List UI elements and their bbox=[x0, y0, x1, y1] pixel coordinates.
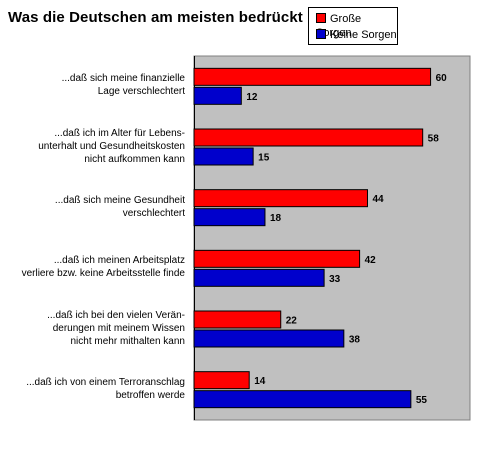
data-label-keine-sorgen-4: 33 bbox=[329, 274, 341, 285]
category-label-line: Lage verschlechtert bbox=[97, 86, 185, 98]
category-label-line: verliere bzw. keine Arbeitsstelle finde bbox=[21, 268, 185, 280]
legend-label-keine-sorgen: Keine Sorgen bbox=[330, 29, 397, 41]
data-label-grosse-sorgen-4: 42 bbox=[365, 255, 377, 266]
plot-area bbox=[193, 55, 471, 421]
data-label-grosse-sorgen-6: 14 bbox=[254, 376, 266, 387]
category-label-line: verschlechtert bbox=[122, 207, 185, 219]
bar-keine-sorgen-6 bbox=[193, 390, 412, 409]
category-label-line: unterhalt und Gesundheitskosten bbox=[38, 140, 185, 152]
category-label-4: ...daß ich meinen Arbeitsplatz verliere b… bbox=[2, 254, 185, 280]
category-label-6: ...daß ich von einem Terroranschlag betro… bbox=[2, 376, 185, 402]
bar-keine-sorgen-5 bbox=[193, 329, 345, 348]
bar-keine-sorgen-1 bbox=[193, 86, 242, 105]
category-label-1: ...daß sich meine finanzielle Lage versch… bbox=[2, 72, 185, 98]
data-label-keine-sorgen-6: 55 bbox=[416, 395, 428, 406]
bar-keine-sorgen-4 bbox=[193, 268, 325, 287]
bar-keine-sorgen-3 bbox=[193, 208, 266, 227]
category-label-line: nicht aufkommen kann bbox=[84, 153, 185, 165]
data-label-grosse-sorgen-3: 44 bbox=[372, 194, 384, 205]
category-label-3: ...daß sich meine Gesundheit verschlechte… bbox=[2, 194, 185, 220]
legend-swatch-keine-sorgen bbox=[316, 29, 326, 40]
bar-keine-sorgen-2 bbox=[193, 147, 254, 166]
category-label-line: ...daß ich im Alter für Lebens- bbox=[54, 127, 185, 139]
data-label-grosse-sorgen-1: 60 bbox=[436, 73, 448, 84]
data-label-keine-sorgen-2: 15 bbox=[258, 153, 270, 164]
category-label-line: betroffen werde bbox=[115, 389, 185, 401]
category-label-line: ...daß ich meinen Arbeitsplatz bbox=[53, 255, 185, 267]
category-label-5: ...daß ich bei den vielen Verän-derungen… bbox=[2, 309, 185, 348]
data-label-keine-sorgen-5: 38 bbox=[349, 335, 361, 346]
bar-grosse-sorgen-3 bbox=[193, 189, 368, 208]
legend-swatch-grosse-sorgen bbox=[316, 13, 326, 24]
bar-grosse-sorgen-2 bbox=[193, 128, 424, 147]
bar-grosse-sorgen-5 bbox=[193, 310, 282, 329]
bar-grosse-sorgen-1 bbox=[193, 67, 432, 86]
category-label-line: ...daß sich meine finanzielle bbox=[61, 73, 185, 85]
legend: Große Sorgen Keine Sorgen bbox=[308, 7, 398, 45]
data-label-grosse-sorgen-2: 58 bbox=[428, 134, 440, 145]
category-label-line: ...daß ich bei den vielen Verän- bbox=[47, 309, 185, 321]
bar-grosse-sorgen-6 bbox=[193, 371, 250, 390]
category-label-line: nicht mehr mithalten kann bbox=[70, 335, 185, 347]
category-label-line: ...daß ich von einem Terroranschlag bbox=[26, 376, 185, 388]
legend-item-keine-sorgen: Keine Sorgen bbox=[316, 28, 397, 42]
data-label-keine-sorgen-1: 12 bbox=[246, 92, 258, 103]
data-label-grosse-sorgen-5: 22 bbox=[286, 316, 298, 327]
bar-grosse-sorgen-4 bbox=[193, 249, 361, 268]
category-label-2: ...daß ich im Alter für Lebens-unterhalt… bbox=[2, 127, 185, 166]
category-label-line: derungen mit meinem Wissen bbox=[52, 322, 185, 334]
data-label-keine-sorgen-3: 18 bbox=[270, 213, 282, 224]
category-label-line: ...daß sich meine Gesundheit bbox=[54, 194, 185, 206]
chart-title: Was die Deutschen am meisten bedrückt bbox=[8, 9, 303, 26]
